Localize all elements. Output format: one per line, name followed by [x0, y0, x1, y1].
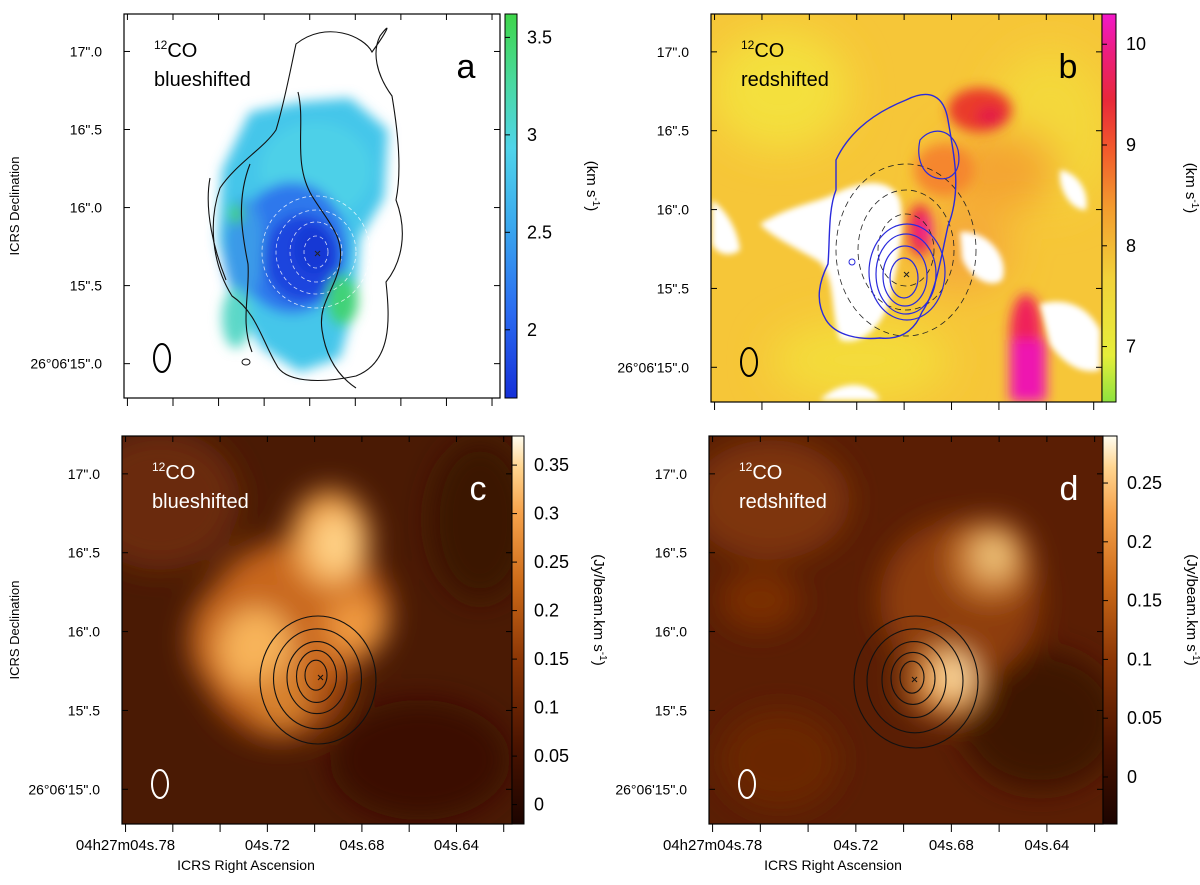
panel-a-ytick-label: 16".5: [70, 122, 102, 138]
panel-a-ytick-label: 15".5: [70, 278, 102, 294]
panel-a-ytick-label: 17".0: [70, 43, 102, 59]
panel-d-colorbar-tick-label: 0.05: [1127, 708, 1162, 728]
panel-d-colorbar-tick-label: 0: [1127, 767, 1137, 787]
panel-d-shift-label: redshifted: [739, 491, 827, 513]
panel-c-ytick-label: 16".0: [68, 624, 100, 640]
panel-a-colorbar: [504, 13, 518, 399]
panel-a-colorbar-label: (km s-1): [583, 161, 601, 212]
panel-b-colorbar-label: (km s-1): [1182, 163, 1200, 214]
panel-d-ytick-label: 15".5: [655, 702, 687, 718]
panel-c-letter: c: [470, 470, 487, 508]
panel-b-beam: [740, 347, 758, 377]
panel-c-beam: [151, 769, 169, 799]
panel-a-colorbar-tick-label: 3.5: [527, 27, 552, 47]
panel-b-isotope: 12: [741, 38, 755, 52]
panel-c-xtick-label: 04s.64: [434, 837, 479, 854]
panel-a-colorbar-tick-label: 3: [527, 125, 537, 145]
panel-b-colorbar-tick-label: 9: [1126, 135, 1136, 155]
panel-b-letter: b: [1059, 48, 1078, 86]
panel-c-shift-label: blueshifted: [152, 491, 249, 513]
panel-d-ytick-label: 26°06'15".0: [615, 781, 687, 797]
panel-d-xtick-label: 04h27m04s.78: [663, 837, 762, 854]
panel-a-letter: a: [457, 48, 476, 86]
panel-b-molecule-label: 12CO: [741, 38, 784, 62]
panel-b-molecule: CO: [754, 40, 784, 62]
panel-d-molecule: CO: [752, 462, 782, 484]
panel-b-ytick-label: 26°06'15".0: [617, 359, 689, 375]
panel-b-colorbar: [1101, 13, 1117, 403]
panel-c-colorbar: [511, 435, 525, 825]
panel-a-beam: [153, 343, 171, 373]
panel-c-colorbar-tick-label: 0.2: [534, 601, 559, 621]
panel-d-xtick-label: 04s.68: [929, 837, 974, 854]
panel-b-colorbar-tick-label: 10: [1126, 34, 1146, 54]
panel-c-colorbar-tick-label: 0.05: [534, 746, 569, 766]
panel-c-image: [122, 436, 512, 824]
panel-d-colorbar-tick-label: 0.25: [1127, 473, 1162, 493]
panel-b-colorbar-tick-label: 8: [1126, 236, 1136, 256]
panel-a-ytick-label: 26°06'15".0: [30, 356, 102, 372]
panel-c-colorbar-tick-label: 0.3: [534, 504, 559, 524]
panel-a-isotope: 12: [154, 38, 168, 52]
panel-c-xtick-label: 04h27m04s.78: [76, 837, 175, 854]
panel-c-ytick-label: 16".5: [68, 545, 100, 561]
panel-c-colorbar-tick-label: 0.15: [534, 649, 569, 669]
panel-c-ytick-label: 17".0: [68, 466, 100, 482]
panel-d-xtick-label: 04s.64: [1024, 837, 1069, 854]
panel-a-molecule: CO: [167, 40, 197, 62]
panel-d-ytick-label: 16".5: [655, 545, 687, 561]
panel-c-colorbar-tick-label: 0.1: [534, 698, 559, 718]
panel-c: 12CO blueshifted c 17".0 16".5 16".0 15".5 26°0…: [7, 435, 608, 873]
panel-d-xlabel: ICRS Right Ascension: [764, 857, 902, 873]
panel-d-colorbar: [1102, 435, 1118, 825]
panel-c-colorbar-tick-label: 0.35: [534, 455, 569, 475]
panel-a-ylabel: ICRS Declination: [7, 157, 22, 256]
panel-c-colorbar-label: (Jy/beam.km s-1): [590, 554, 608, 665]
panel-b-ytick-label: 15".5: [657, 280, 689, 296]
panel-d-colorbar-tick-label: 0.1: [1127, 649, 1152, 669]
panel-a: 12CO blueshifted a 17".0 16".5 16".0 15".5 26°0…: [7, 13, 601, 406]
panel-b-ytick-label: 16".5: [657, 123, 689, 139]
panel-d-beam: [738, 769, 756, 799]
panel-d: 12CO redshifted d 17".0 16".5 16".0 15".5 26°06…: [615, 435, 1200, 873]
panel-b-ytick-label: 16".0: [657, 202, 689, 218]
panel-d-colorbar-label: (Jy/beam.km s-1): [1183, 554, 1200, 665]
panel-d-colorbar-tick-label: 0.15: [1127, 591, 1162, 611]
panel-d-ytick-label: 17".0: [655, 466, 687, 482]
panel-d-xtick-label: 04s.72: [833, 837, 878, 854]
panel-c-xtick-label: 04s.68: [339, 837, 384, 854]
panel-a-ytick-label: 16".0: [70, 200, 102, 216]
panel-a-frame: [123, 13, 501, 399]
panel-b: 12CO redshifted b 17".0 16".5 16".0 15".5 26°06…: [617, 13, 1200, 410]
panel-c-isotope: 12: [152, 460, 166, 474]
panel-c-colorbar-tick-label: 0.25: [534, 552, 569, 572]
panel-c-molecule-label: 12CO: [152, 460, 195, 484]
panel-b-ytick-label: 17".0: [657, 44, 689, 60]
panel-d-image: [709, 436, 1103, 824]
panel-c-xlabel: ICRS Right Ascension: [177, 857, 315, 873]
panel-c-colorbar-tick-label: 0: [534, 795, 544, 815]
panel-c-xtick-label: 04s.72: [245, 837, 290, 854]
panel-a-colorbar-tick-label: 2: [527, 320, 537, 340]
panel-d-letter: d: [1060, 470, 1079, 508]
panel-a-shift-label: blueshifted: [154, 69, 251, 91]
panel-c-ytick-label: 15".5: [68, 702, 100, 718]
panel-d-molecule-label: 12CO: [739, 460, 782, 484]
panel-b-shift-label: redshifted: [741, 69, 829, 91]
panel-a-colorbar-tick-label: 2.5: [527, 222, 552, 242]
panel-a-image: [124, 14, 500, 398]
panel-c-molecule: CO: [165, 462, 195, 484]
panel-b-colorbar-tick-label: 7: [1126, 337, 1136, 357]
panel-c-ytick-label: 26°06'15".0: [28, 781, 100, 797]
panel-d-isotope: 12: [739, 460, 753, 474]
panel-d-colorbar-tick-label: 0.2: [1127, 532, 1152, 552]
panel-c-ylabel: ICRS Declination: [7, 581, 22, 680]
panel-a-molecule-label: 12CO: [154, 38, 197, 62]
panel-b-image: [711, 14, 1102, 402]
panel-d-ytick-label: 16".0: [655, 624, 687, 640]
